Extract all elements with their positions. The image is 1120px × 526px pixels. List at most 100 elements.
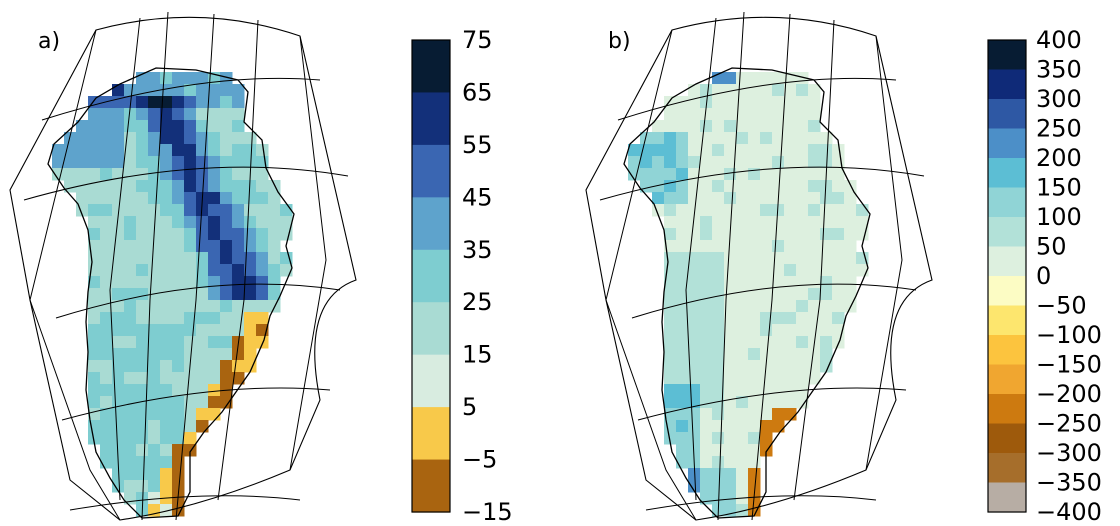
- panel-b-colorbar-tick-label: −100: [1036, 321, 1102, 349]
- panel-a-meridian-line: [175, 13, 215, 521]
- panel-b-map-cell: [700, 384, 713, 397]
- panel-a-map-cell: [100, 312, 113, 325]
- panel-b-map-cell: [784, 324, 797, 337]
- panel-a-map-cell: [184, 192, 197, 205]
- panel-b-map-cell: [676, 420, 689, 433]
- panel-a-map-cell: [148, 192, 161, 205]
- panel-a-map-cell: [208, 264, 221, 277]
- panel-b-map-cell: [724, 408, 737, 421]
- panel-a-map-cell: [208, 180, 221, 193]
- panel-b-map-cell: [700, 336, 713, 349]
- panel-b-map-cell: [748, 480, 761, 493]
- panel-b-map-cell: [796, 216, 809, 229]
- panel-b-map-cell: [628, 156, 641, 169]
- panel-a-map-cell: [88, 132, 101, 145]
- panel-b-map-cell: [676, 336, 689, 349]
- panel-a-map-cell: [220, 288, 233, 301]
- panel-b-map-cell: [736, 180, 749, 193]
- panel-a-map-frame: [9, 16, 357, 521]
- panel-b-map-cell: [688, 480, 701, 493]
- panel-a-map-cell: [112, 120, 125, 133]
- panel-a-map-cell: [136, 252, 149, 265]
- panel-a-map-cell: [184, 96, 197, 109]
- panel-b-map-cell: [808, 120, 821, 133]
- panel-b-map-cell: [784, 168, 797, 181]
- panel-a-map-cell: [160, 360, 173, 373]
- panel-a-latitude-line: [61, 387, 331, 421]
- panel-a-map-cell: [208, 204, 221, 217]
- panel-b-map-cell: [760, 420, 773, 433]
- panel-a-map-cell: [196, 168, 209, 181]
- panel-a-map-cell: [76, 144, 89, 157]
- panel-b-map-cell: [628, 144, 641, 157]
- panel-a-map-cell: [220, 324, 233, 337]
- panel-b-map-cell: [736, 228, 749, 241]
- panel-a-map-cell: [244, 240, 257, 253]
- panel-a-map-cell: [220, 204, 233, 217]
- panel-b-colorbar-segment: [988, 482, 1026, 513]
- panel-a-map-cell: [148, 444, 161, 457]
- panel-a-map-cell: [232, 348, 245, 361]
- panel-b-map-cell: [748, 192, 761, 205]
- panel-a-map-cell: [100, 324, 113, 337]
- panel-b-map-cell: [688, 276, 701, 289]
- panel-b-map-cell: [664, 120, 677, 133]
- panel-b-map-cell: [664, 312, 677, 325]
- panel-a-map-cell: [184, 300, 197, 313]
- panel-b-map-cell: [724, 372, 737, 385]
- panel-b-map-cell: [724, 324, 737, 337]
- panel-b-map-cell: [760, 108, 773, 121]
- panel-b-map-cell: [808, 372, 821, 385]
- panel-b-map-cell: [724, 192, 737, 205]
- panel-a-map-cell: [184, 108, 197, 121]
- panel-a-map-cell: [100, 252, 113, 265]
- panel-b-map-cell: [736, 420, 749, 433]
- panel-b-map-cell: [772, 156, 785, 169]
- panel-a-map-cell: [256, 252, 269, 265]
- panel-b-colorbar-tick-label: −300: [1036, 439, 1102, 467]
- panel-b-map-cell: [748, 408, 761, 421]
- panel-b-map-cell: [736, 252, 749, 265]
- panel-a-map-cell: [148, 300, 161, 313]
- panel-b-map-cell: [820, 216, 833, 229]
- panel-b-map-cell: [772, 288, 785, 301]
- panel-a-map-cell: [268, 288, 281, 301]
- panel-b-map-cell: [772, 84, 785, 97]
- panel-b-map-cell: [808, 204, 821, 217]
- panel-b-map-cell: [688, 468, 701, 481]
- panel-a-map-cell: [172, 396, 185, 409]
- panel-a-map-cell: [136, 396, 149, 409]
- panel-b-map-cell: [640, 168, 653, 181]
- panel-a-map-cell: [148, 252, 161, 265]
- panel-a-map-cell: [220, 156, 233, 169]
- panel-a-map-cell: [88, 372, 101, 385]
- panel-a-map-cell: [220, 180, 233, 193]
- panel-b-map-cell: [736, 348, 749, 361]
- panel-a-map-cell: [148, 372, 161, 385]
- panel-b-map-cell: [688, 384, 701, 397]
- panel-a-map-cell: [208, 300, 221, 313]
- panel-a-map-cell: [112, 324, 125, 337]
- panel-a-map-cell: [208, 108, 221, 121]
- panel-b-map-cell: [688, 132, 701, 145]
- panel-a-map-cell: [256, 216, 269, 229]
- panel-b-map-cell: [724, 72, 737, 85]
- panel-b-meridian-line: [793, 19, 835, 501]
- panel-b-colorbar-tick-label: −150: [1036, 351, 1102, 379]
- panel-a-map-cell: [88, 204, 101, 217]
- panel-b-map-cell: [796, 228, 809, 241]
- panel-b-map-cell: [784, 192, 797, 205]
- panel-a-map-cell: [160, 348, 173, 361]
- panel-b-map-cell: [796, 168, 809, 181]
- panel-b-map-cell: [784, 144, 797, 157]
- panel-b-colorbar-segment: [988, 217, 1026, 248]
- panel-b-map-cell: [784, 336, 797, 349]
- panel-b-map-cell: [772, 360, 785, 373]
- panel-b-map-cell: [772, 372, 785, 385]
- panel-a-map-cell: [172, 336, 185, 349]
- panel-a-map-cell: [136, 492, 149, 505]
- panel-b-map-cell: [760, 84, 773, 97]
- panel-a-map-cell: [232, 324, 245, 337]
- panel-a-map-cell: [172, 120, 185, 133]
